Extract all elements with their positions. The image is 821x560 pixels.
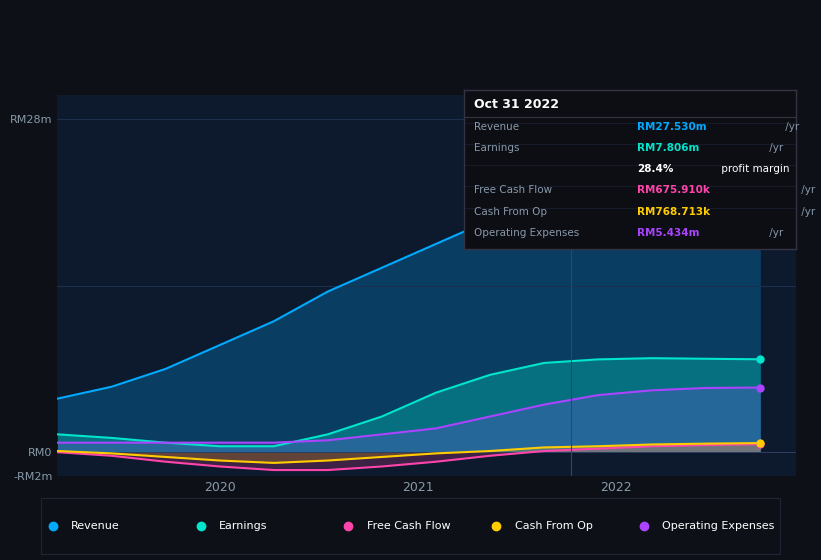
Text: /yr: /yr: [782, 122, 800, 132]
Text: /yr: /yr: [798, 185, 815, 195]
Text: /yr: /yr: [766, 228, 783, 238]
Text: Cash From Op: Cash From Op: [515, 521, 593, 531]
Text: 28.4%: 28.4%: [637, 164, 673, 174]
Text: RM27.530m: RM27.530m: [637, 122, 706, 132]
Text: Operating Expenses: Operating Expenses: [474, 228, 579, 238]
Text: Cash From Op: Cash From Op: [474, 207, 547, 217]
Text: Earnings: Earnings: [219, 521, 268, 531]
Text: /yr: /yr: [766, 143, 783, 153]
Text: Free Cash Flow: Free Cash Flow: [367, 521, 451, 531]
Text: /yr: /yr: [798, 207, 815, 217]
Bar: [571, 95, 796, 476]
Text: Earnings: Earnings: [474, 143, 520, 153]
Text: Revenue: Revenue: [71, 521, 120, 531]
Text: Oct 31 2022: Oct 31 2022: [474, 97, 559, 110]
Text: RM7.806m: RM7.806m: [637, 143, 699, 153]
Text: RM675.910k: RM675.910k: [637, 185, 709, 195]
Text: Free Cash Flow: Free Cash Flow: [474, 185, 552, 195]
Text: Operating Expenses: Operating Expenses: [663, 521, 775, 531]
Text: profit margin: profit margin: [718, 164, 790, 174]
Text: Revenue: Revenue: [474, 122, 519, 132]
Text: RM5.434m: RM5.434m: [637, 228, 699, 238]
Text: RM768.713k: RM768.713k: [637, 207, 710, 217]
